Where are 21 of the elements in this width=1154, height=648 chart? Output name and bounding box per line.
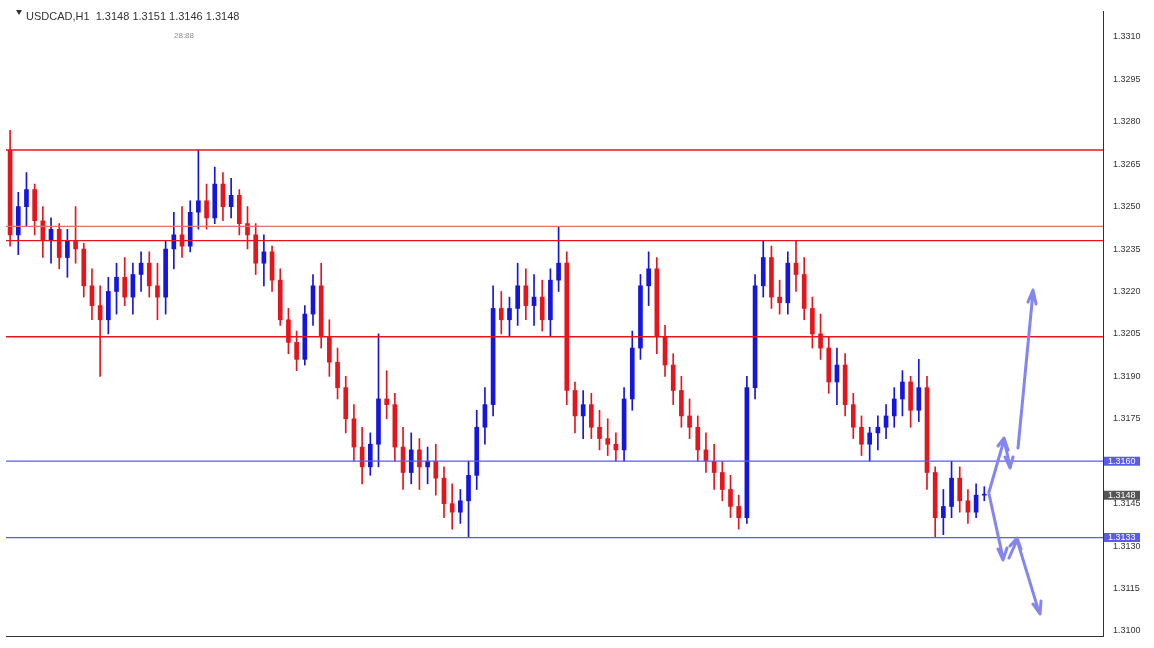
y-tick-label: 1.3280 bbox=[1113, 116, 1141, 127]
y-tick-label: 1.3295 bbox=[1113, 73, 1141, 84]
y-tick-label: 1.3175 bbox=[1113, 413, 1141, 424]
y-tick-label: 1.3250 bbox=[1113, 201, 1141, 212]
y-tick-label: 1.3205 bbox=[1113, 328, 1141, 339]
ref-line-label: 1.3160 bbox=[1108, 455, 1136, 466]
y-tick-label: 1.3265 bbox=[1113, 158, 1141, 169]
y-tick-label: 1.3190 bbox=[1113, 370, 1141, 381]
ref-line-label: 1.3133 bbox=[1108, 532, 1136, 543]
candlestick bbox=[384, 370, 390, 420]
text: 1.3148 bbox=[1108, 489, 1136, 500]
y-tick-label: 1.3100 bbox=[1113, 625, 1141, 636]
y-tick-label: 1.3115 bbox=[1113, 582, 1140, 593]
candlestick bbox=[605, 418, 611, 456]
y-tick-label: 1.3220 bbox=[1113, 285, 1141, 296]
y-tick-label: 1.3310 bbox=[1113, 31, 1141, 42]
y-tick-label: 1.3130 bbox=[1113, 540, 1141, 551]
annotation: 28:88 bbox=[174, 30, 195, 40]
y-tick-label: 1.3145 bbox=[1113, 498, 1141, 509]
y-tick-label: 1.3235 bbox=[1113, 243, 1141, 254]
chart-title: USDCAD,H1 1.3148 1.3151 1.3146 1.3148 bbox=[26, 10, 240, 23]
